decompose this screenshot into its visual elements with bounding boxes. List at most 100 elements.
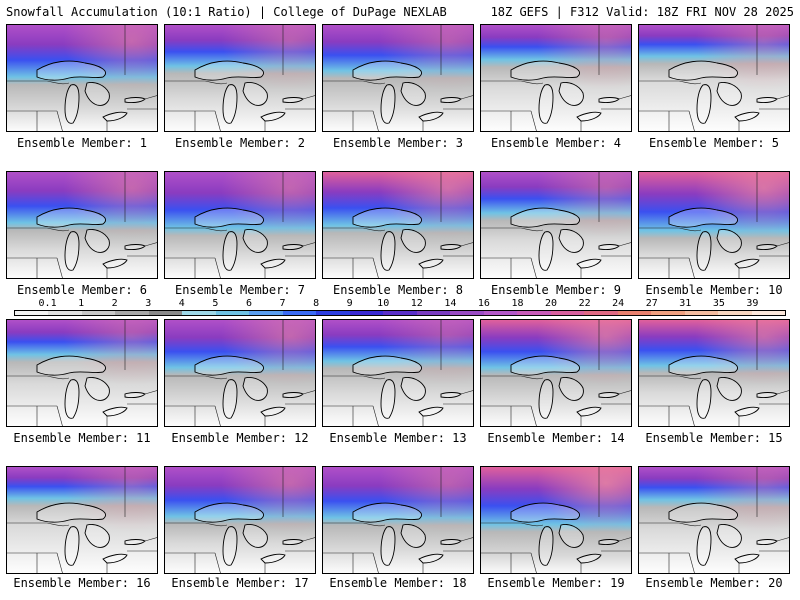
- legend-swatch: [584, 311, 618, 315]
- great-lake-outline: [380, 231, 396, 271]
- ensemble-member-label: Ensemble Member: 13: [329, 431, 467, 445]
- political-boundaries: [323, 320, 473, 426]
- great-lake-outline: [734, 553, 760, 564]
- great-lake-outline: [222, 231, 238, 271]
- legend-level-label: 3: [145, 298, 152, 309]
- legend-level-label: 2: [111, 298, 118, 309]
- great-lake-outline: [222, 84, 238, 124]
- legend-level-label: 0.1: [38, 298, 57, 309]
- legend-swatch: [15, 311, 49, 315]
- great-lake-outline: [84, 524, 110, 548]
- heavy-snow-area: [639, 172, 789, 278]
- legend-level-label: 22: [578, 298, 591, 309]
- great-lake-outline: [400, 82, 426, 106]
- map-panel: [480, 466, 632, 574]
- legend-level-label: 7: [279, 298, 286, 309]
- great-lake-outline: [440, 539, 462, 545]
- heavy-snow-area: [165, 467, 315, 573]
- color-legend-swatches: [14, 310, 786, 316]
- great-lake-outline: [440, 244, 462, 250]
- legend-level-label: 14: [444, 298, 457, 309]
- ensemble-member-label: Ensemble Member: 5: [648, 136, 780, 150]
- great-lake-outline: [282, 392, 304, 398]
- great-lake-outline: [696, 84, 712, 124]
- great-lake-outline: [242, 82, 268, 106]
- map-panel: [638, 171, 790, 279]
- political-boundaries: [165, 320, 315, 426]
- heavy-snow-area: [481, 172, 631, 278]
- map-panel: [638, 319, 790, 427]
- ensemble-member-label: Ensemble Member: 12: [171, 431, 309, 445]
- great-lake-outline: [756, 97, 778, 103]
- great-lake-outline: [400, 377, 426, 401]
- chart-title: Snowfall Accumulation (10:1 Ratio) | Col…: [6, 5, 447, 19]
- legend-swatch: [450, 311, 484, 315]
- snowfall-map: [323, 320, 473, 426]
- snowfall-map: [165, 320, 315, 426]
- great-lake-outline: [282, 539, 304, 545]
- political-boundaries: [7, 25, 157, 131]
- legend-swatch: [81, 311, 116, 315]
- snowfall-map: [323, 467, 473, 573]
- header: Snowfall Accumulation (10:1 Ratio) | Col…: [0, 0, 800, 22]
- snowfall-map: [639, 25, 789, 131]
- political-boundaries: [481, 172, 631, 278]
- heavy-snow-area: [481, 25, 631, 131]
- great-lake-outline: [558, 377, 584, 401]
- great-lake-outline: [756, 539, 778, 545]
- great-lake-outline: [538, 84, 554, 124]
- map-panel: [322, 24, 474, 132]
- heavy-snow-area: [7, 172, 157, 278]
- snowfall-map: [323, 172, 473, 278]
- ensemble-member-label: Ensemble Member: 20: [645, 576, 783, 590]
- political-boundaries: [639, 467, 789, 573]
- snowfall-map: [165, 172, 315, 278]
- ensemble-member-label: Ensemble Member: 10: [645, 283, 783, 297]
- political-boundaries: [639, 172, 789, 278]
- legend-level-label: 27: [645, 298, 658, 309]
- political-boundaries: [639, 25, 789, 131]
- great-lake-outline: [242, 524, 268, 548]
- great-lake-outline: [194, 355, 264, 376]
- legend-level-label: 4: [178, 298, 185, 309]
- map-panel: [164, 319, 316, 427]
- great-lake-outline: [242, 377, 268, 401]
- map-panel: [480, 24, 632, 132]
- great-lake-outline: [510, 502, 580, 523]
- political-boundaries: [7, 172, 157, 278]
- map-panel: [6, 171, 158, 279]
- heavy-snow-area: [481, 467, 631, 573]
- great-lake-outline: [260, 406, 286, 417]
- snowfall-map: [323, 25, 473, 131]
- legend-level-label: 16: [477, 298, 490, 309]
- political-boundaries: [323, 172, 473, 278]
- great-lake-outline: [36, 207, 106, 228]
- ensemble-member-label: Ensemble Member: 4: [490, 136, 622, 150]
- great-lake-outline: [756, 392, 778, 398]
- political-boundaries: [165, 467, 315, 573]
- great-lake-outline: [64, 379, 80, 419]
- great-lake-outline: [380, 526, 396, 566]
- great-lake-outline: [84, 377, 110, 401]
- great-lake-outline: [668, 60, 738, 81]
- heavy-snow-area: [639, 320, 789, 426]
- great-lake-outline: [418, 406, 444, 417]
- ensemble-member-label: Ensemble Member: 1: [16, 136, 148, 150]
- great-lake-outline: [64, 526, 80, 566]
- legend-swatch: [48, 311, 82, 315]
- political-boundaries: [7, 320, 157, 426]
- great-lake-outline: [418, 258, 444, 269]
- legend-swatch: [349, 311, 384, 315]
- legend-level-label: 24: [612, 298, 625, 309]
- heavy-snow-area: [323, 172, 473, 278]
- snowfall-map: [7, 320, 157, 426]
- legend-level-label: 20: [545, 298, 558, 309]
- map-panel: [164, 466, 316, 574]
- great-lake-outline: [400, 524, 426, 548]
- legend-level-label: 10: [377, 298, 390, 309]
- great-lake-outline: [576, 553, 602, 564]
- great-lake-outline: [380, 84, 396, 124]
- ensemble-member-label: Ensemble Member: 11: [13, 431, 151, 445]
- ensemble-member-label: Ensemble Member: 15: [645, 431, 783, 445]
- political-boundaries: [481, 25, 631, 131]
